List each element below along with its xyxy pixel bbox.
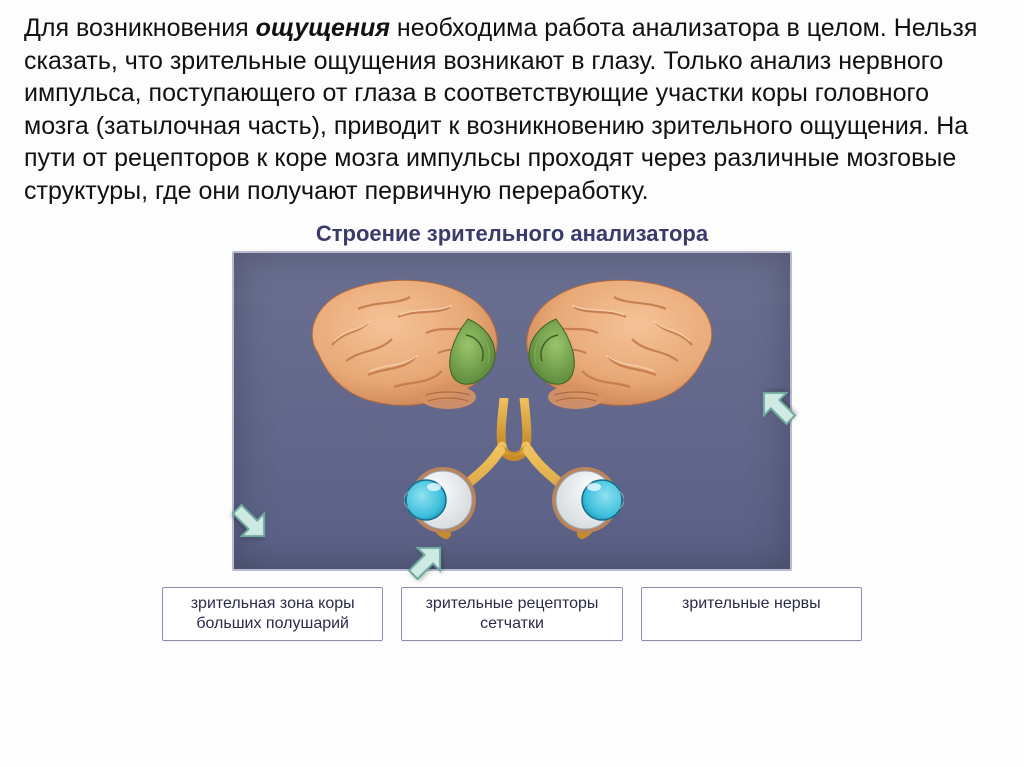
paragraph-rest: необходима работа анализатора в целом. Н… (24, 14, 977, 205)
brain-right (516, 275, 726, 420)
slide: Для возникновения ощущения необходима ра… (0, 0, 1024, 767)
label-cortex: зрительная зона коры больших полушарий (162, 587, 383, 641)
paragraph-emphasis: ощущения (256, 14, 390, 42)
paragraph-prefix: Для возникновения (24, 14, 256, 42)
labels-row: зрительная зона коры больших полушарий з… (162, 587, 862, 641)
diagram-title: Строение зрительного анализатора (152, 221, 872, 247)
label-retina: зрительные рецепторы сетчатки (401, 587, 622, 641)
diagram: Строение зрительного анализатора (152, 221, 872, 641)
arrow-left-icon (216, 488, 284, 556)
arrow-right-icon (744, 373, 812, 441)
label-nerves: зрительные нервы (641, 587, 862, 641)
brain-left (298, 275, 508, 420)
diagram-panel (232, 251, 792, 571)
body-paragraph: Для возникновения ощущения необходима ра… (0, 0, 1024, 215)
eye-left (404, 461, 482, 539)
eye-right (546, 461, 624, 539)
